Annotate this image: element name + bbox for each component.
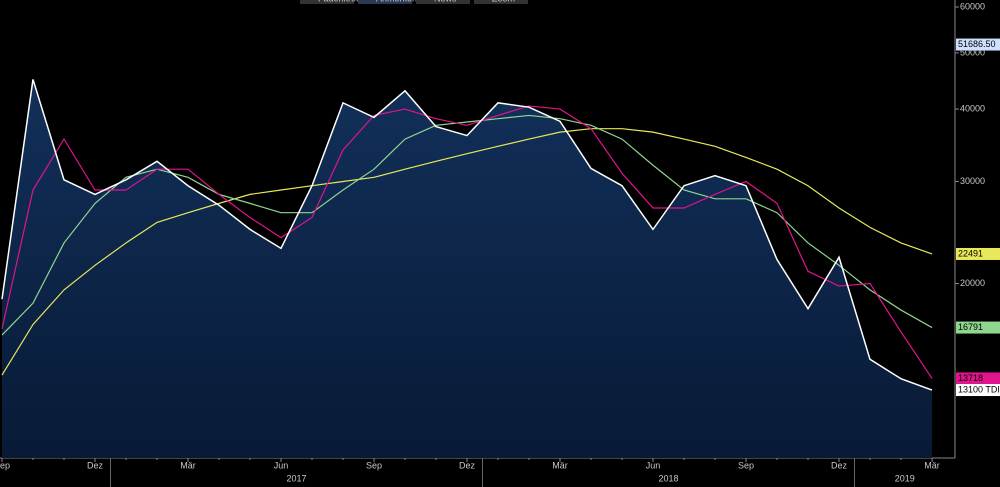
toolbar-label[interactable]: Anmerken xyxy=(376,0,417,3)
series-line xyxy=(1,128,933,376)
y-tick-label: 60000 xyxy=(960,1,985,11)
price-tag-label: 22491 xyxy=(958,248,983,258)
x-tick-label: Mär xyxy=(180,460,196,470)
price-tag xyxy=(956,38,1000,51)
price-tag xyxy=(956,321,1000,334)
price-tag-label: 13718 xyxy=(958,373,983,383)
price-tag xyxy=(956,384,1000,397)
x-tick-label: Mär xyxy=(552,460,568,470)
toolbar-label[interactable]: News xyxy=(434,0,457,3)
toolbar-button[interactable] xyxy=(358,0,412,4)
toolbar: Fadenkreuz Anmerken News Zoom xyxy=(300,0,528,4)
toolbar-label[interactable]: Zoom xyxy=(492,0,515,3)
y-tick-label: 30000 xyxy=(960,176,985,186)
x-tick-label: Mär xyxy=(924,460,940,470)
year-label: 2018 xyxy=(658,473,678,483)
toolbar-button[interactable] xyxy=(474,0,528,4)
price-tag-label: 51686.50 xyxy=(958,39,996,49)
toolbar-label[interactable]: Fadenkreuz xyxy=(318,0,366,3)
price-tag-label: 13100 TDIN xyxy=(958,384,1000,394)
toolbar-button[interactable] xyxy=(416,0,470,4)
x-tick-label: Dez xyxy=(87,460,104,470)
x-tick-label: Dez xyxy=(459,460,476,470)
y-tick-label: 40000 xyxy=(960,103,985,113)
y-tick-label: 50000 xyxy=(960,47,985,57)
series-line xyxy=(1,105,933,379)
x-tick-label: Jun xyxy=(274,460,289,470)
series-line xyxy=(1,79,933,391)
price-tag xyxy=(956,372,1000,385)
price-tag-label: 16791 xyxy=(958,322,983,332)
year-label: 2017 xyxy=(286,473,306,483)
year-label: 2019 xyxy=(895,473,915,483)
x-tick-label: Sep xyxy=(0,460,10,470)
x-tick-label: Sep xyxy=(366,460,382,470)
x-tick-label: Jun xyxy=(646,460,661,470)
area-fill xyxy=(2,79,932,458)
x-tick-label: Dez xyxy=(831,460,848,470)
toolbar-button[interactable] xyxy=(300,0,354,4)
price-tag xyxy=(956,247,1000,260)
y-tick-label: 20000 xyxy=(960,278,985,288)
x-tick-label: Sep xyxy=(738,460,754,470)
